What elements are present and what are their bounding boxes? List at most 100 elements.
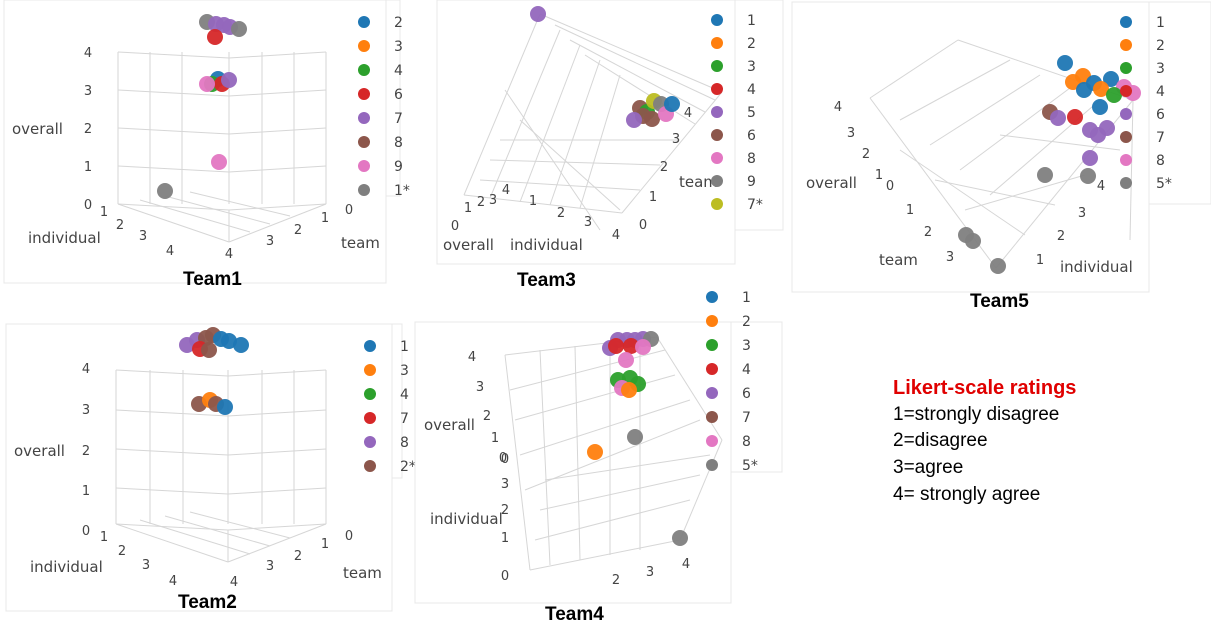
tick-label: 4 xyxy=(468,350,476,365)
legend-label: 8 xyxy=(747,151,756,167)
legend-label: 7 xyxy=(1156,130,1165,146)
data-point xyxy=(965,233,981,249)
tick-label: 2 xyxy=(294,223,302,238)
tick-label: 3 xyxy=(84,84,92,99)
legend-marker xyxy=(358,112,370,124)
tick-label: 2 xyxy=(612,573,620,588)
tick-label: 0 xyxy=(501,569,509,584)
grid-line xyxy=(189,191,291,217)
data-point xyxy=(608,338,624,354)
likert-item-2: 2=disagree xyxy=(893,430,988,451)
legend-label: 1 xyxy=(1156,15,1165,31)
legend-marker xyxy=(706,339,718,351)
grid-line xyxy=(529,539,681,571)
tick-label: 1 xyxy=(875,168,883,183)
grid-line xyxy=(899,59,1011,121)
tick-label: 4 xyxy=(502,183,510,198)
tick-label: 4 xyxy=(612,228,620,243)
legend-marker xyxy=(1120,177,1132,189)
grid-line xyxy=(489,29,561,199)
grid-line xyxy=(489,159,661,166)
axis-label-overall: overall xyxy=(806,174,857,192)
grid-line xyxy=(679,439,723,541)
likert-item-4: 4= strongly agree xyxy=(893,484,1041,505)
tick-label: 3 xyxy=(1078,206,1086,221)
data-point xyxy=(618,352,634,368)
legend-label: 2 xyxy=(1156,38,1165,54)
tick-label: 3 xyxy=(82,403,90,418)
grid-line xyxy=(544,454,711,481)
legend-marker xyxy=(711,106,723,118)
grid-line xyxy=(959,87,1071,171)
data-point xyxy=(1050,110,1066,126)
legend-marker xyxy=(358,40,370,52)
axis-label-team: team xyxy=(341,234,380,252)
grid-line xyxy=(228,203,327,243)
tick-label: 2 xyxy=(660,160,668,175)
panel-frame xyxy=(414,321,732,604)
tick-label: 1 xyxy=(84,160,92,175)
tick-label: 0 xyxy=(451,219,459,234)
legend-label: 8 xyxy=(742,434,751,450)
data-point xyxy=(1067,109,1083,125)
tick-label: 1 xyxy=(464,201,472,216)
legend-marker xyxy=(711,37,723,49)
grid-line xyxy=(117,89,230,97)
likert-item-1: 1=strongly disagree xyxy=(893,404,1060,425)
grid-line xyxy=(504,89,601,231)
tick-label: 4 xyxy=(682,557,690,572)
tick-label: 4 xyxy=(230,575,238,590)
tick-label: 1 xyxy=(321,211,329,226)
legend-label: 2 xyxy=(747,36,756,52)
grid-line xyxy=(139,519,251,555)
legend-label: 7 xyxy=(394,111,403,127)
grid-line xyxy=(139,199,251,233)
data-point xyxy=(1080,168,1096,184)
tick-label: 0 xyxy=(345,203,353,218)
grid-line xyxy=(164,195,271,225)
legend-marker xyxy=(711,60,723,72)
legend-marker xyxy=(364,436,376,448)
data-point xyxy=(644,111,660,127)
grid-line xyxy=(115,409,229,417)
legend-label: 1 xyxy=(742,290,751,306)
legend-marker xyxy=(358,64,370,76)
legend-label: 8 xyxy=(1156,153,1165,169)
axis-label-overall: overall xyxy=(443,236,494,254)
legend-marker xyxy=(1120,85,1132,97)
legend-marker xyxy=(1120,108,1132,120)
tick-label: 2 xyxy=(82,444,90,459)
data-point xyxy=(217,399,233,415)
legend-label: 7 xyxy=(742,410,751,426)
tick-label: 1 xyxy=(529,194,537,209)
data-point xyxy=(201,342,217,358)
grid-line xyxy=(504,354,531,571)
grid-line xyxy=(1129,99,1134,241)
data-point xyxy=(157,183,173,199)
legend-tab xyxy=(730,321,783,473)
grid-line xyxy=(869,39,959,99)
tick-label: 2 xyxy=(501,503,509,518)
legend-marker xyxy=(706,435,718,447)
axis-label-team: team xyxy=(879,251,918,269)
grid-line xyxy=(164,515,271,547)
tick-label: 1 xyxy=(501,531,509,546)
legend-label: 6 xyxy=(747,128,756,144)
grid-line xyxy=(519,119,621,211)
legend-label: 3 xyxy=(400,363,409,379)
legend-label: 9 xyxy=(394,159,403,175)
legend-label: 5* xyxy=(1156,176,1172,192)
legend-label: 2 xyxy=(742,314,751,330)
data-point xyxy=(621,382,637,398)
grid-line xyxy=(227,487,327,495)
data-point xyxy=(990,258,1006,274)
tick-label: 1 xyxy=(491,431,499,446)
data-point xyxy=(635,339,651,355)
tick-label: 4 xyxy=(834,100,842,115)
data-point xyxy=(207,29,223,45)
legend-label: 4 xyxy=(742,362,751,378)
